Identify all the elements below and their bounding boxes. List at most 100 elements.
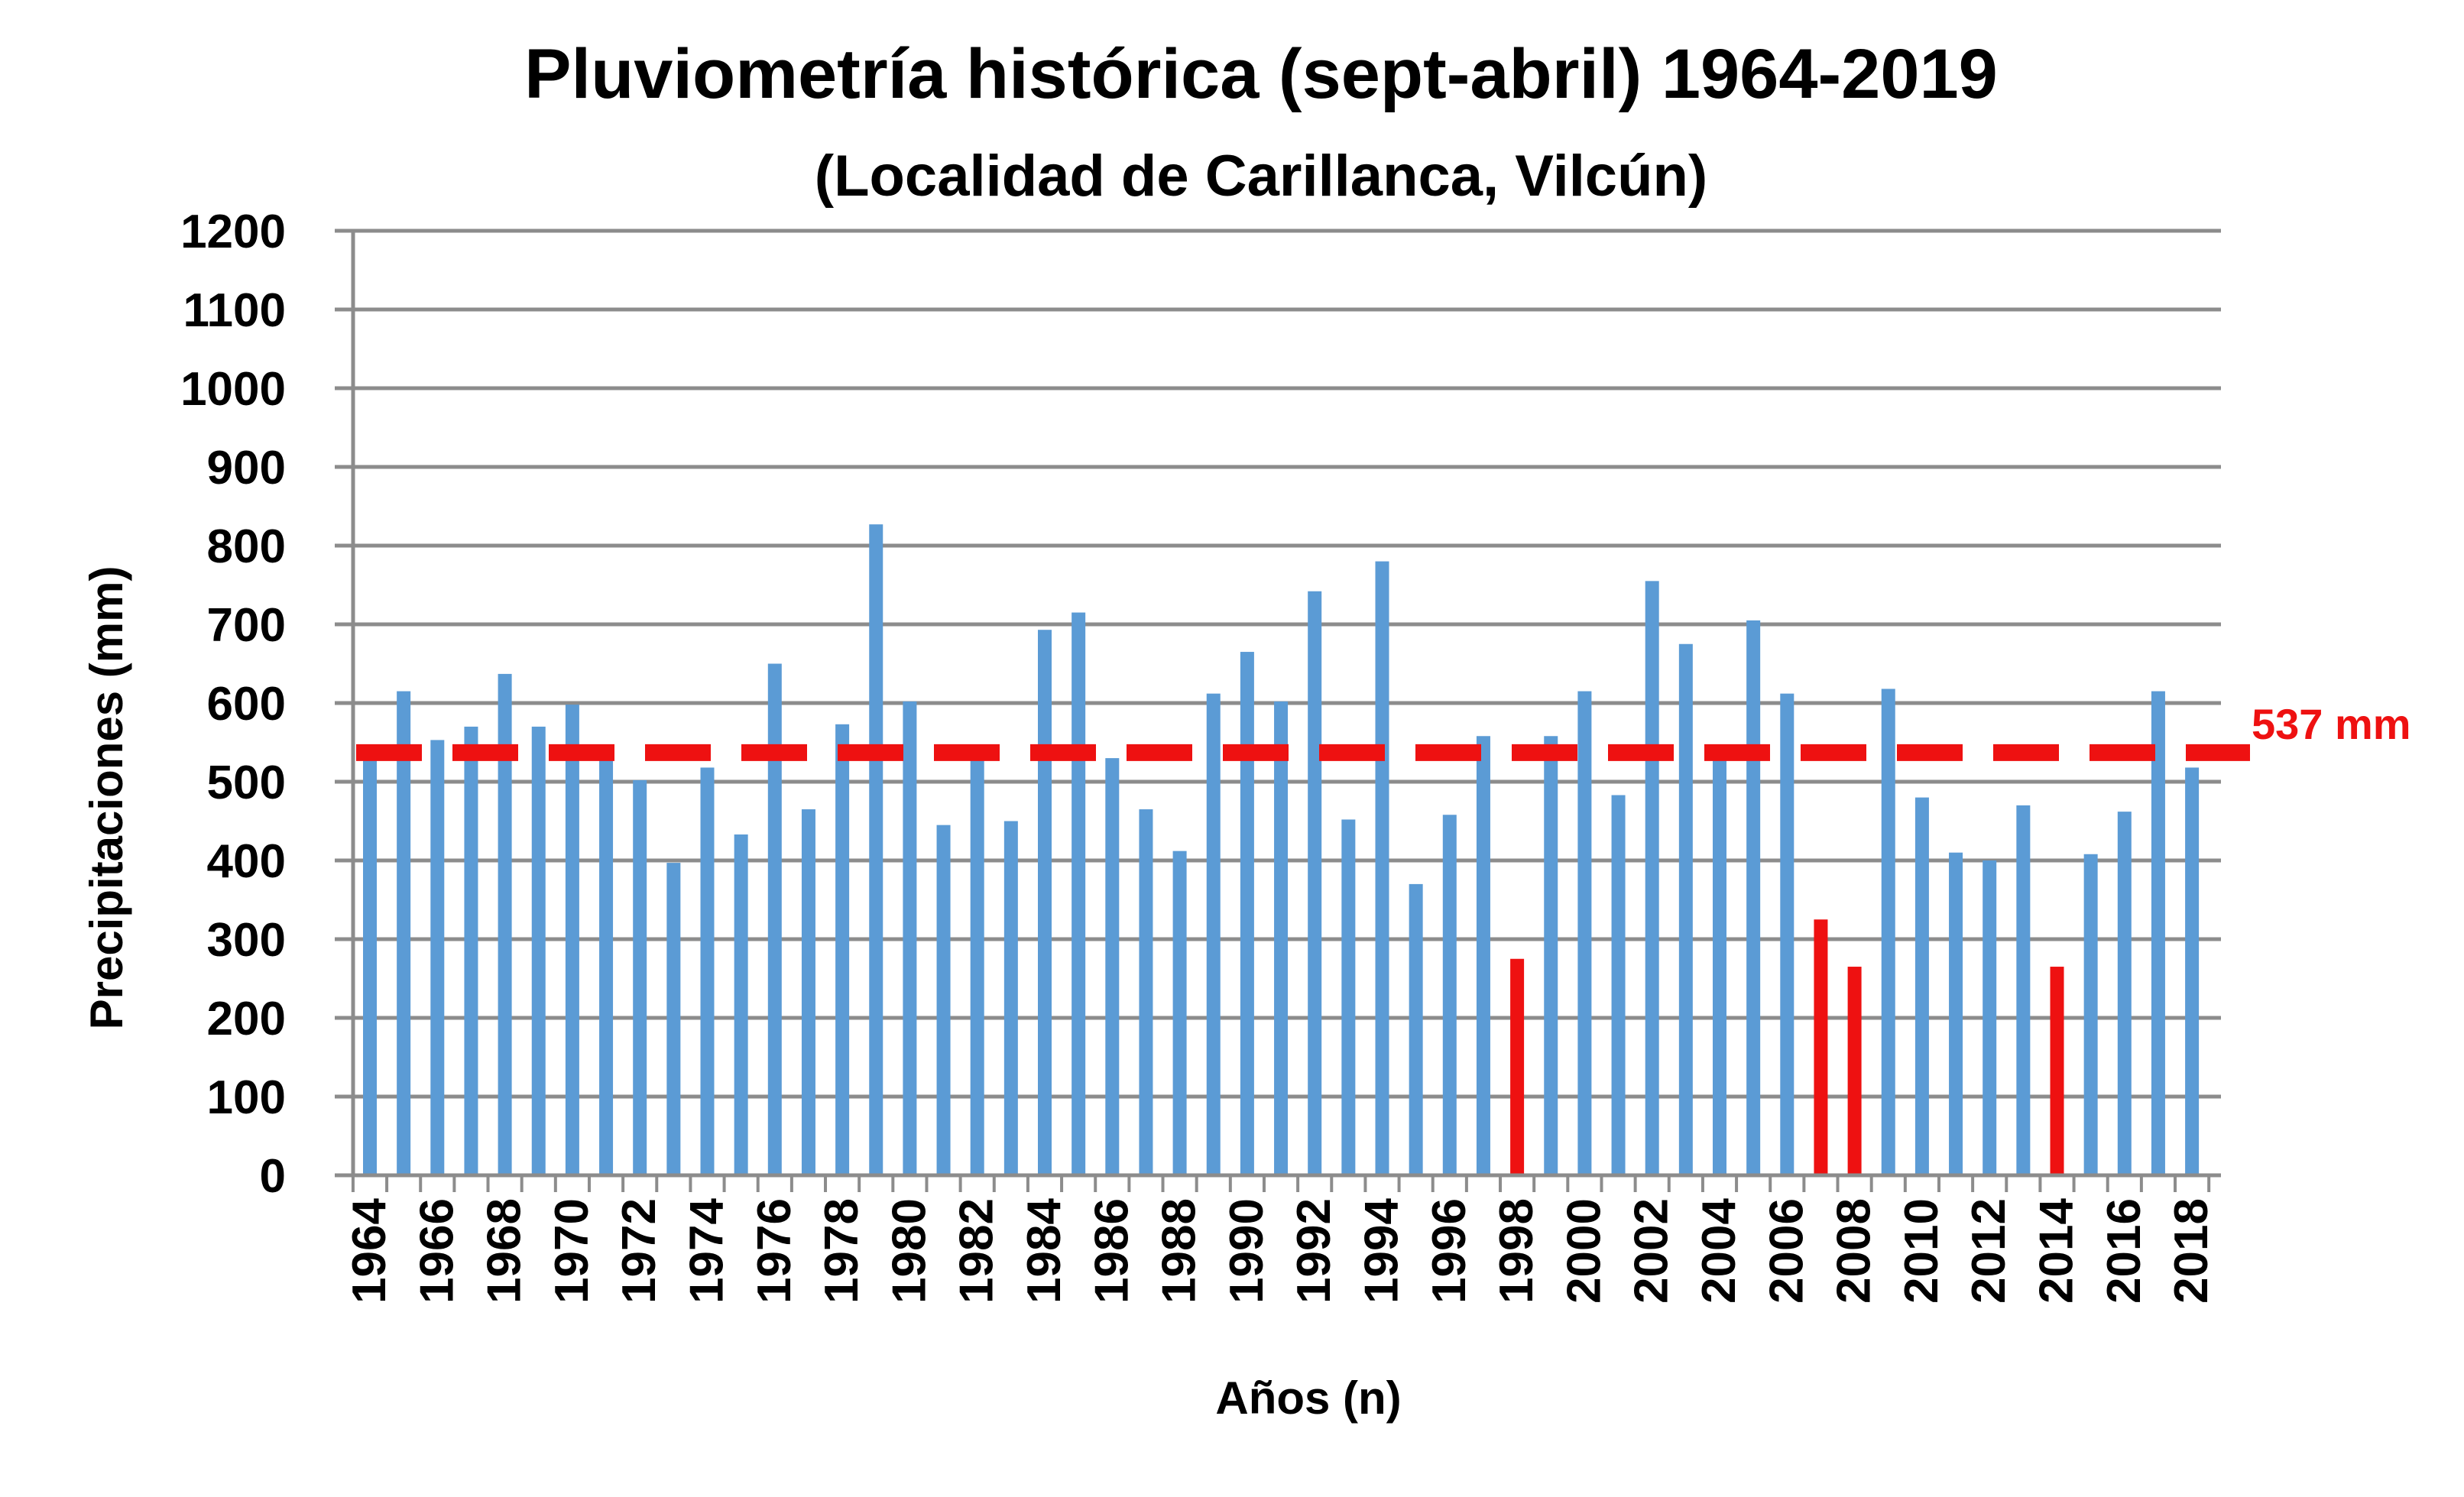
- bar-1983: [1003, 821, 1018, 1175]
- bar-2000: [1577, 691, 1592, 1175]
- bar-1969: [531, 726, 546, 1175]
- bar-1971: [599, 758, 614, 1175]
- bar-1981: [936, 825, 951, 1175]
- y-tick-label: 1200: [180, 206, 286, 258]
- bar-2008: [1847, 967, 1862, 1175]
- x-tick-labels: 1964 1966 1968 1970 1972 1974 1976 1978 1980 1982…: [343, 1197, 2218, 1303]
- average-label: 537 mm: [2252, 700, 2411, 748]
- x-tick-label: 1998: [1490, 1198, 1543, 1304]
- bar-1975: [734, 834, 748, 1175]
- bar-2014: [2050, 967, 2064, 1175]
- bar-1964: [363, 746, 377, 1175]
- bar-2006: [1780, 693, 1795, 1175]
- bar-1970: [565, 705, 579, 1175]
- x-tick-label: 1980: [883, 1198, 935, 1304]
- y-tick-label: 600: [207, 678, 286, 731]
- bar-1966: [430, 740, 445, 1175]
- bar-1980: [903, 701, 917, 1175]
- x-tick-label: 1988: [1153, 1198, 1206, 1304]
- x-tick-label: 2004: [1693, 1197, 1746, 1303]
- x-tick-label: 2012: [1963, 1198, 2015, 1304]
- bar-1996: [1442, 815, 1457, 1175]
- bar-2004: [1713, 746, 1726, 1175]
- x-tick-label: 2002: [1626, 1198, 1678, 1304]
- bar-1976: [767, 663, 782, 1175]
- average-line-group: 537 mm: [356, 700, 2411, 761]
- bar-2012: [1983, 860, 1997, 1175]
- bar-1993: [1341, 819, 1356, 1175]
- chart-subtitle: (Localidad de Carillanca, Vilcún): [815, 144, 1707, 209]
- bar-2015: [2083, 854, 2098, 1175]
- bar-1965: [397, 691, 411, 1175]
- bar-1973: [666, 863, 681, 1175]
- y-tick-label: 1100: [183, 284, 286, 337]
- bar-1988: [1172, 851, 1187, 1175]
- bar-2007: [1814, 919, 1828, 1175]
- y-tick-label: 900: [207, 442, 286, 494]
- x-tick-label: 1990: [1221, 1198, 1273, 1304]
- bar-2016: [2117, 812, 2132, 1175]
- bar-1982: [970, 757, 984, 1175]
- y-tick-labels: 0 100 200 300 400 500 600 700 800 900 1000 1100 1200: [180, 206, 286, 1203]
- x-tick-label: 1996: [1423, 1198, 1476, 1304]
- bar-2018: [2185, 767, 2200, 1175]
- bar-1972: [633, 779, 647, 1175]
- y-tick-label: 1000: [180, 363, 286, 416]
- y-tick-label: 100: [207, 1071, 286, 1124]
- x-tick-label: 2010: [1895, 1198, 1948, 1304]
- bar-1992: [1308, 591, 1322, 1175]
- bar-2009: [1881, 689, 1895, 1175]
- x-tick-label: 2016: [2098, 1198, 2151, 1304]
- y-axis-label: Precipitaciones (mm): [81, 566, 132, 1030]
- bar-1997: [1476, 736, 1490, 1175]
- bar-2001: [1611, 795, 1626, 1175]
- bar-series: [363, 524, 2200, 1175]
- bar-1989: [1206, 693, 1221, 1175]
- y-tick-label: 400: [207, 835, 286, 888]
- bar-1998: [1510, 958, 1525, 1175]
- x-axis-label: Años (n): [1215, 1372, 1401, 1424]
- x-tick-label: 1986: [1085, 1198, 1138, 1304]
- x-tick-label: 1968: [478, 1198, 531, 1304]
- bar-1984: [1038, 630, 1052, 1175]
- bar-1987: [1139, 809, 1153, 1175]
- y-tick-label: 500: [207, 757, 286, 809]
- x-tick-label: 1976: [748, 1198, 801, 1304]
- bar-2002: [1645, 581, 1659, 1175]
- bar-1994: [1375, 561, 1389, 1175]
- y-tick-label: 200: [207, 993, 286, 1045]
- bar-2011: [1949, 852, 1963, 1175]
- bar-2005: [1746, 620, 1761, 1175]
- bar-1977: [801, 809, 815, 1175]
- x-tick-label: 1982: [951, 1198, 1003, 1304]
- y-tick-label: 800: [207, 520, 286, 573]
- x-tick-label: 1994: [1356, 1197, 1409, 1303]
- axes: [335, 229, 2221, 1192]
- x-tick-label: 1972: [613, 1198, 666, 1304]
- bar-1967: [464, 726, 478, 1175]
- bar-1979: [869, 524, 883, 1175]
- bar-1968: [498, 673, 512, 1175]
- bar-1990: [1240, 652, 1254, 1175]
- bar-2013: [2016, 805, 2031, 1175]
- x-tick-label: 2018: [2165, 1198, 2218, 1304]
- bar-2003: [1678, 643, 1693, 1175]
- chart-title: Pluviometría histórica (sept-abril) 1964…: [524, 35, 1998, 113]
- x-tick-label: 1992: [1288, 1198, 1341, 1304]
- bar-1986: [1105, 758, 1120, 1175]
- bar-2010: [1914, 797, 1929, 1175]
- bar-2017: [2151, 691, 2165, 1175]
- bar-1985: [1072, 612, 1086, 1175]
- x-tick-label: 2000: [1558, 1198, 1610, 1304]
- y-tick-label: 0: [260, 1150, 286, 1203]
- bar-1995: [1409, 883, 1423, 1175]
- x-tick-label: 2014: [2031, 1197, 2083, 1303]
- x-tick-label: 1984: [1018, 1197, 1071, 1303]
- y-tick-label: 300: [207, 914, 286, 967]
- bar-1999: [1544, 736, 1558, 1175]
- x-tick-label: 2006: [1760, 1198, 1813, 1304]
- y-tick-label: 700: [207, 599, 286, 652]
- x-tick-label: 1978: [815, 1198, 868, 1304]
- bar-1978: [835, 724, 850, 1175]
